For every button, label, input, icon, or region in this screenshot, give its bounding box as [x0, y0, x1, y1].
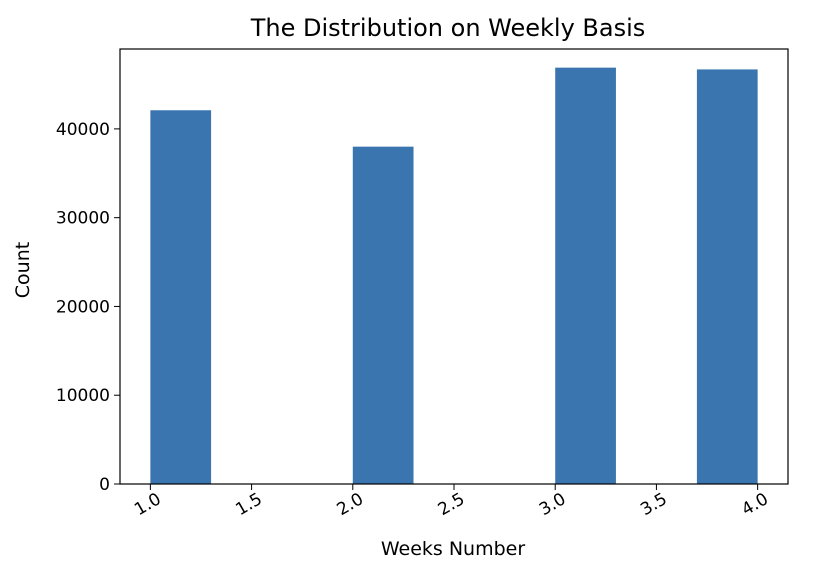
- x-tick-label: 3.5: [637, 489, 670, 520]
- x-axis-label: Weeks Number: [381, 538, 526, 560]
- y-tick-label: 0: [99, 475, 110, 495]
- plot-frame: [119, 48, 789, 485]
- y-axis-ticks: 0 10000 20000 30000 40000: [56, 120, 120, 495]
- x-tick-label: 2.5: [435, 489, 468, 520]
- x-tick-label: 1.0: [131, 489, 164, 520]
- bar-4: [696, 69, 758, 484]
- y-tick-label: 10000: [56, 386, 110, 406]
- x-tick-label: 1.5: [232, 489, 265, 520]
- y-tick-label: 20000: [56, 297, 110, 317]
- x-tick-label: 4.0: [738, 489, 771, 520]
- x-axis-ticks: 1.0 1.5 2.0 2.5 3.0 3.5 4.0: [131, 484, 772, 520]
- x-tick-label: 2.0: [334, 489, 367, 520]
- y-tick-label: 40000: [56, 120, 110, 140]
- bar-1: [150, 110, 212, 485]
- y-axis-label: Count: [12, 242, 34, 298]
- bar-3: [555, 67, 616, 485]
- y-tick-label: 30000: [56, 209, 110, 229]
- chart-title: The Distribution on Weekly Basis: [250, 14, 646, 42]
- bars-group: [150, 67, 758, 485]
- x-tick-label: 3.0: [536, 489, 569, 520]
- bar-2: [352, 146, 414, 484]
